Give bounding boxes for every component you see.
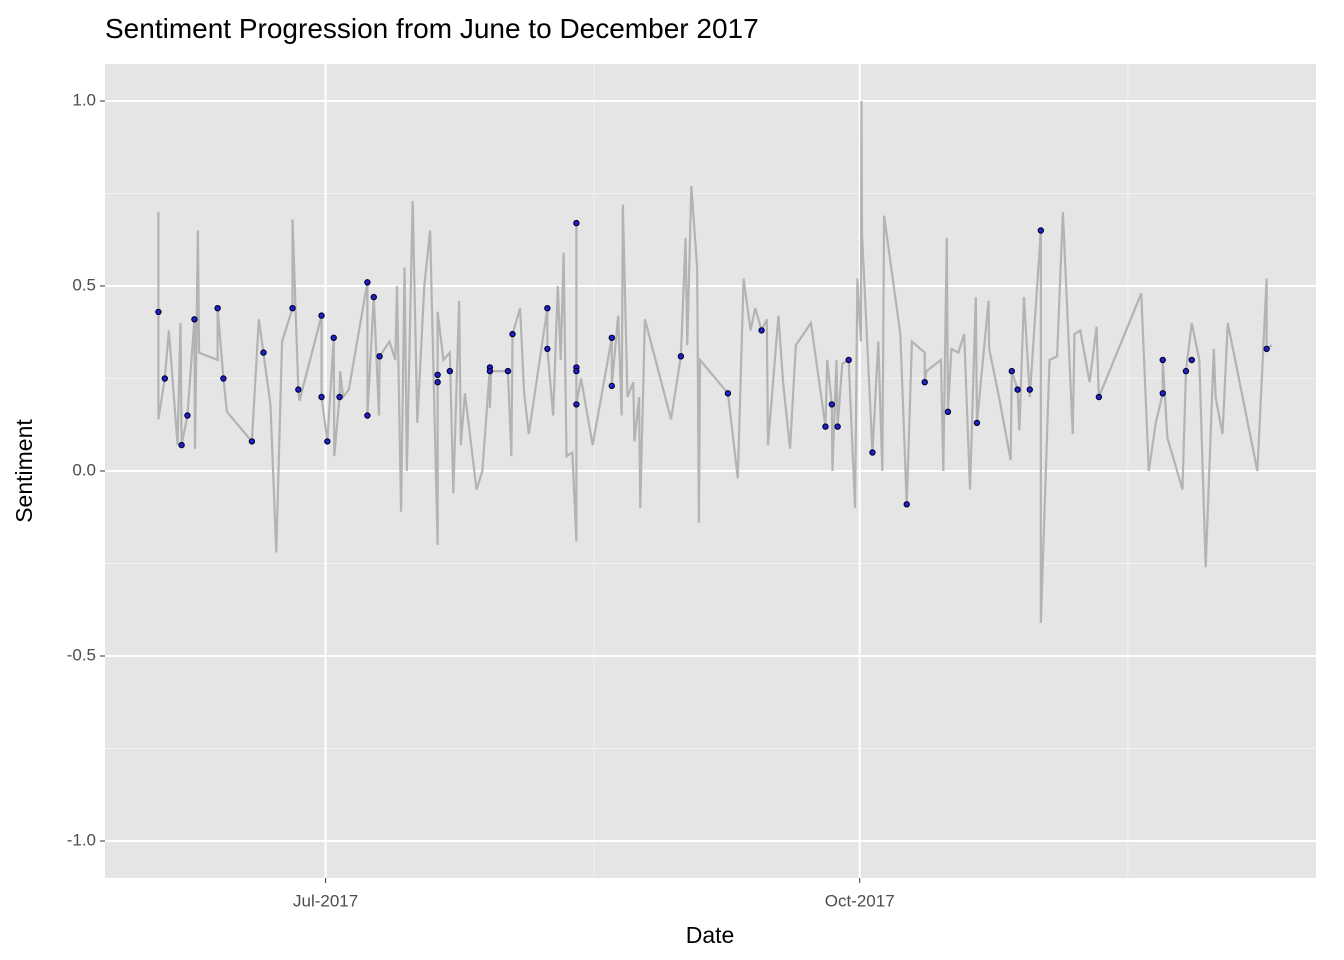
sentiment-point — [214, 305, 221, 312]
sentiment-point — [364, 279, 371, 286]
sentiment-point — [364, 412, 371, 419]
sentiment-point — [318, 312, 325, 319]
sentiment-point — [921, 379, 928, 386]
sentiment-point — [1008, 367, 1015, 375]
sentiment-point — [370, 293, 377, 301]
sentiment-point — [446, 367, 454, 375]
sentiment-point — [573, 367, 580, 375]
sentiment-point — [434, 371, 441, 378]
sentiment-point — [1095, 393, 1103, 401]
sentiment-point — [376, 353, 383, 360]
sentiment-point — [1159, 390, 1166, 397]
sentiment-point — [191, 316, 198, 323]
y-tick-label: -1.0 — [67, 830, 96, 849]
sentiment-point — [1037, 227, 1045, 234]
sentiment-line — [157, 100, 1273, 623]
sentiment-point — [973, 419, 981, 427]
y-tick-label: 1.0 — [72, 90, 96, 109]
sentiment-point — [295, 386, 302, 393]
sentiment-point — [677, 353, 685, 360]
sentiment-point — [336, 393, 343, 401]
sentiment-point — [161, 375, 168, 382]
sentiment-point — [573, 401, 580, 408]
y-tick-label: -0.5 — [67, 645, 96, 664]
sentiment-point — [178, 441, 185, 449]
sentiment-point — [903, 501, 910, 508]
sentiment-point — [608, 334, 616, 341]
sentiment-point — [1188, 356, 1195, 364]
sentiment-point — [1014, 386, 1021, 393]
x-axis-title: Date — [686, 922, 735, 948]
y-tick-label: 0.5 — [72, 275, 96, 294]
sentiment-point — [834, 423, 841, 430]
sentiment-point — [822, 423, 829, 430]
sentiment-point — [220, 375, 227, 382]
sentiment-point — [184, 412, 191, 419]
sentiment-point — [260, 349, 267, 356]
sentiment-point — [509, 330, 516, 338]
sentiment-point — [944, 408, 952, 415]
y-axis-title: Sentiment — [11, 419, 37, 523]
sentiment-point — [324, 438, 331, 445]
sentiment-point — [318, 393, 325, 401]
sentiment-point — [434, 379, 441, 386]
sentiment-point — [758, 327, 765, 334]
sentiment-point — [544, 305, 551, 312]
sentiment-point — [248, 438, 256, 445]
chart-title: Sentiment Progression from June to Decem… — [105, 13, 759, 44]
sentiment-point — [289, 305, 296, 312]
sentiment-point — [573, 219, 580, 227]
sentiment-point — [724, 390, 732, 397]
sentiment-point — [1159, 356, 1166, 364]
sentiment-point — [155, 308, 162, 316]
sentiment-point — [828, 401, 836, 408]
sentiment-point — [845, 356, 852, 364]
y-tick-label: 0.0 — [72, 460, 96, 479]
sentiment-point — [1182, 367, 1190, 375]
x-tick-label: Jul-2017 — [293, 891, 358, 910]
sentiment-point — [544, 345, 551, 353]
sentiment-point — [1026, 386, 1033, 393]
sentiment-point — [869, 449, 876, 456]
sentiment-point — [608, 382, 616, 390]
sentiment-point — [1263, 345, 1270, 353]
sentiment-point — [486, 367, 494, 375]
x-tick-label: Oct-2017 — [825, 891, 895, 910]
sentiment-point — [504, 367, 512, 375]
sentiment-point — [330, 334, 337, 341]
